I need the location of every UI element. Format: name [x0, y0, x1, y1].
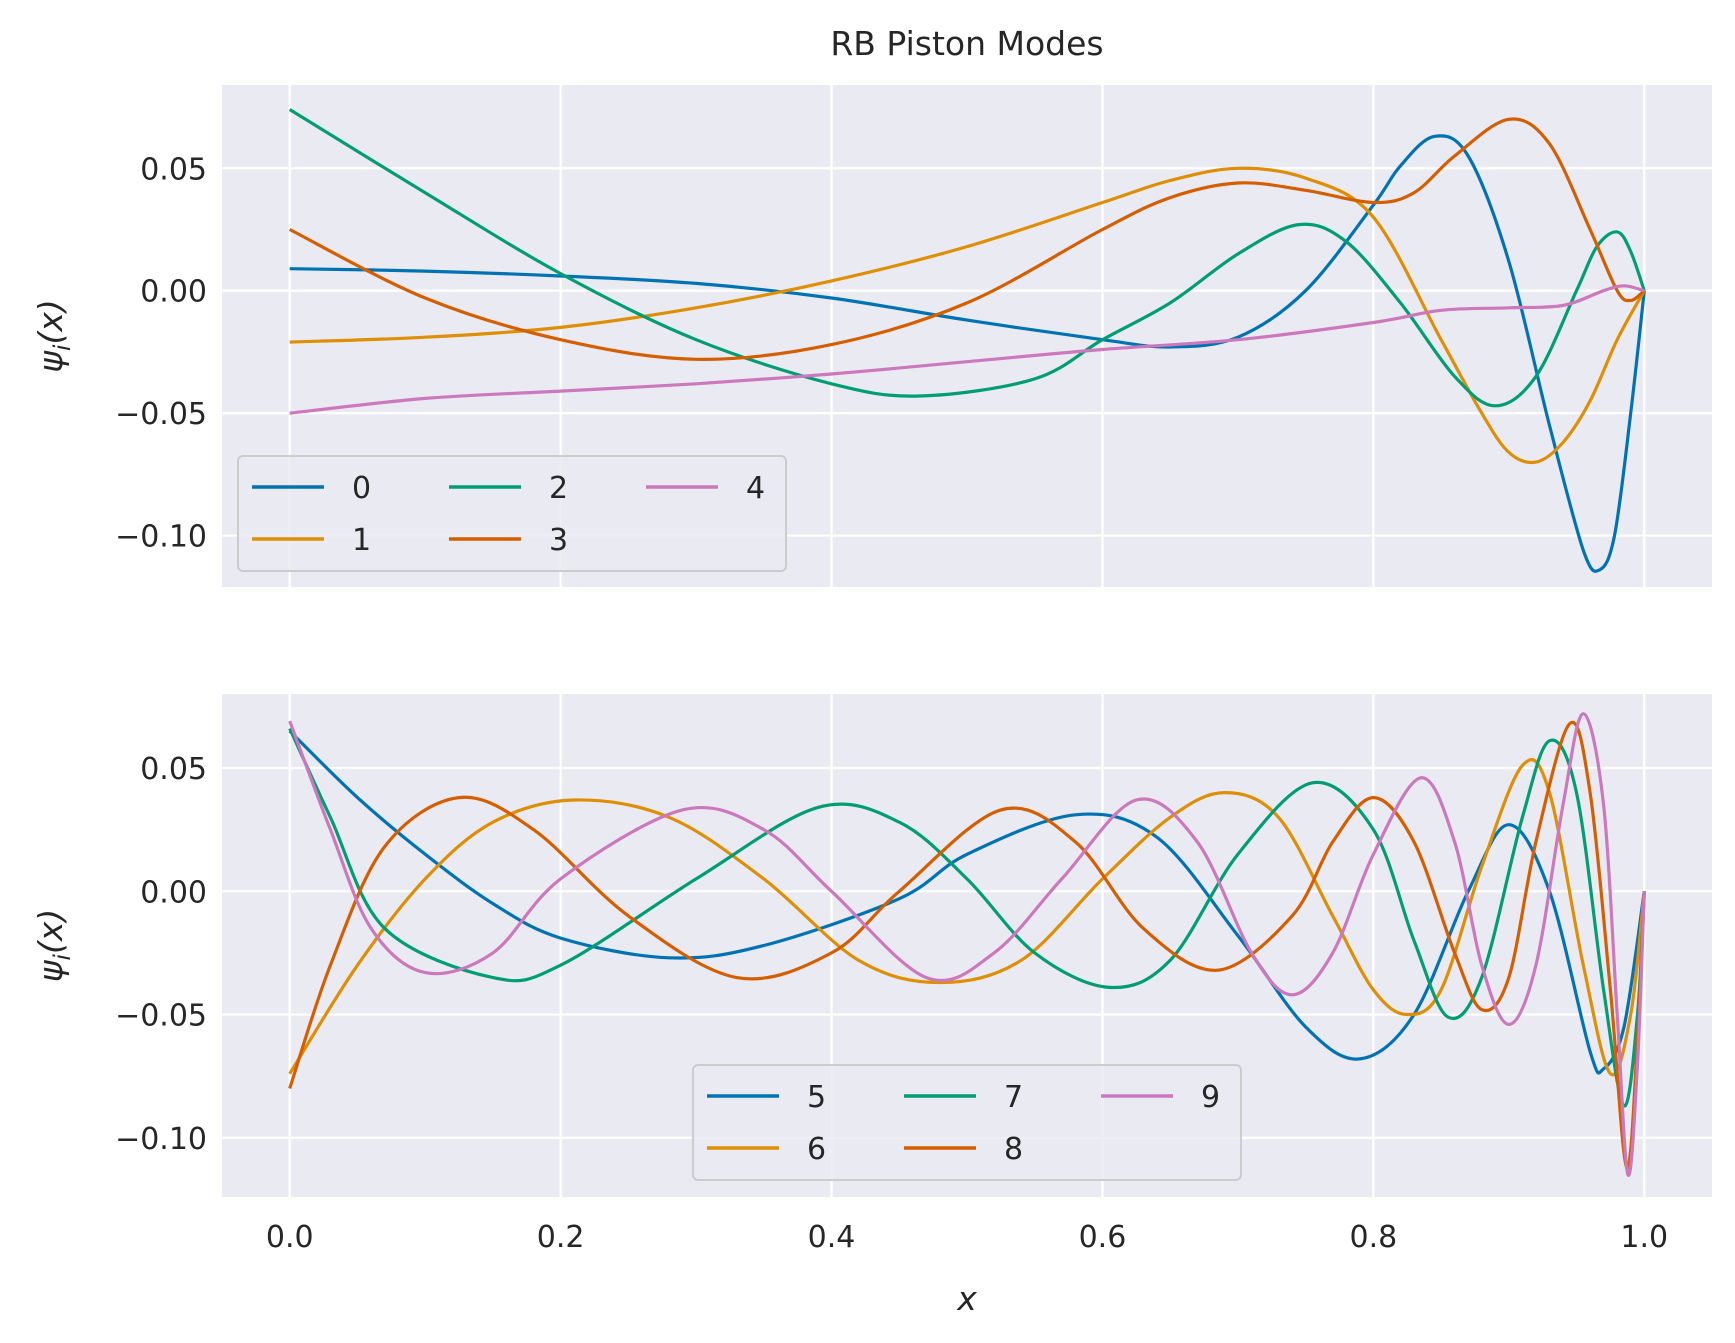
- y-tick-label: 0.05: [140, 752, 207, 787]
- y-tick-label: 0.00: [140, 275, 207, 310]
- y-axis-label: ψi(x): [31, 909, 76, 982]
- bottom-panel: 0.05 0.00 −0.05 −0.10 0.0 0.2 0.4 0.6 0.8 1.0 ψi(x…: [31, 694, 1712, 1255]
- series-group: [288, 108, 1646, 573]
- series-line-1: [289, 166, 1646, 465]
- y-tick-label: −0.05: [115, 397, 207, 432]
- y-tick-label: −0.10: [115, 520, 207, 555]
- legend-label-6: 6: [807, 1132, 826, 1167]
- series-group: [288, 712, 1646, 1177]
- legend-label-9: 9: [1201, 1080, 1220, 1115]
- legend-box: [237, 455, 787, 572]
- series-line-2: [288, 108, 1646, 408]
- x-tick-label: 0.6: [1079, 1220, 1127, 1255]
- legend-label-8: 8: [1004, 1132, 1023, 1167]
- x-tick-label: 0.2: [537, 1220, 585, 1255]
- series-line-4: [289, 284, 1645, 415]
- series-line-0: [289, 134, 1646, 573]
- series-line-8: [288, 720, 1646, 1170]
- y-tick-label: −0.10: [115, 1122, 207, 1157]
- legend: 5 6 7 8 9: [692, 1064, 1242, 1181]
- x-axis-label: x: [956, 1279, 977, 1318]
- legend-label-2: 2: [549, 471, 568, 506]
- legend-box: [692, 1064, 1242, 1181]
- x-tick-label: 0.4: [808, 1220, 856, 1255]
- legend-label-5: 5: [807, 1080, 826, 1115]
- y-axis-label: ψi(x): [31, 299, 76, 372]
- series-line-9: [288, 712, 1646, 1177]
- y-tick-label: 0.00: [140, 875, 207, 910]
- legend: 0 1 2 3 4: [237, 455, 787, 572]
- legend-label-0: 0: [352, 471, 371, 506]
- legend-label-1: 1: [352, 523, 371, 558]
- legend-label-4: 4: [746, 471, 765, 506]
- x-tick-label: 0.0: [266, 1220, 314, 1255]
- legend-label-3: 3: [549, 523, 568, 558]
- series-line-7: [288, 727, 1646, 1108]
- x-tick-label: 1.0: [1620, 1220, 1668, 1255]
- top-panel: 0.05 0.00 −0.05 −0.10 ψi(x) 0 1 2 3 4: [31, 85, 1712, 587]
- legend-label-7: 7: [1004, 1080, 1023, 1115]
- y-tick-label: 0.05: [140, 152, 207, 187]
- x-tick-label: 0.8: [1350, 1220, 1398, 1255]
- y-tick-label: −0.05: [115, 999, 207, 1034]
- series-line-3: [288, 117, 1646, 361]
- chart-title: RB Piston Modes: [830, 24, 1103, 63]
- series-line-5: [288, 729, 1646, 1075]
